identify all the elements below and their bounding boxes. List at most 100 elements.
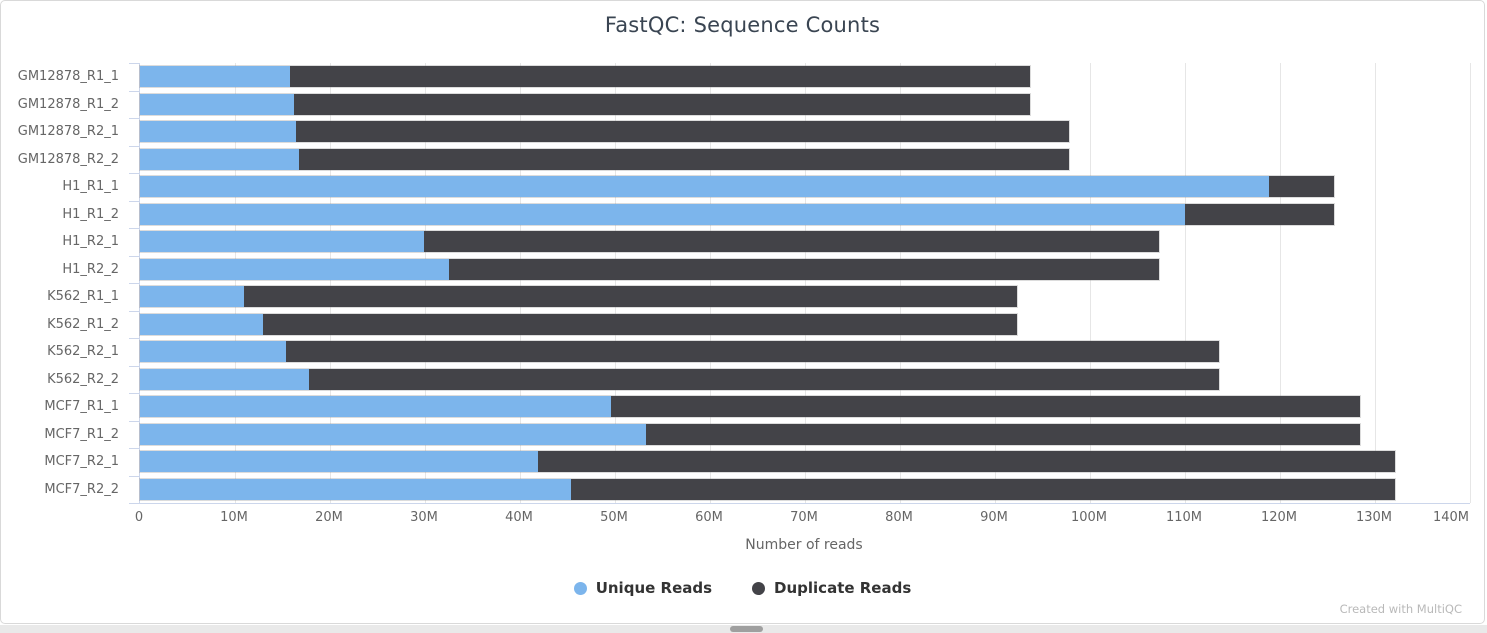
horizontal-scrollbar-track[interactable] — [0, 625, 1487, 633]
legend-item-unique-reads[interactable]: Unique Reads — [573, 579, 713, 597]
y-tick-mark — [129, 421, 139, 422]
bar-row[interactable] — [140, 231, 1160, 252]
x-axis: 0 10M 20M 30M 40M 50M 60M 70M 80M 90M 100M 110M 120M… — [135, 510, 1469, 530]
bar-segment-unique-reads[interactable] — [140, 286, 244, 307]
bar-segment-duplicate-reads[interactable] — [1268, 176, 1335, 197]
category-label: MCF7_R2_2 — [44, 481, 119, 497]
bar-row[interactable] — [140, 396, 1360, 417]
x-tick-label: 40M — [505, 510, 533, 525]
gridline — [900, 63, 901, 503]
bar-segment-unique-reads[interactable] — [140, 424, 647, 445]
category-label: H1_R1_1 — [62, 179, 119, 194]
bar-segment-unique-reads[interactable] — [140, 149, 299, 170]
gridline — [520, 63, 521, 503]
gridline — [1280, 63, 1281, 503]
bar-segment-duplicate-reads[interactable] — [290, 66, 1031, 87]
gridline — [710, 63, 711, 503]
y-tick-mark — [129, 476, 139, 477]
x-tick-label: 80M — [885, 510, 913, 525]
category-label: K562_R1_2 — [47, 316, 119, 332]
y-tick-mark — [129, 393, 139, 394]
gridline — [1470, 63, 1471, 503]
bar-segment-duplicate-reads[interactable] — [538, 451, 1395, 472]
category-label: GM12878_R2_1 — [17, 124, 119, 139]
bar-segment-unique-reads[interactable] — [140, 66, 291, 87]
gridline — [330, 63, 331, 503]
bar-row[interactable] — [140, 176, 1335, 197]
bar-row[interactable] — [140, 121, 1070, 142]
bar-segment-duplicate-reads[interactable] — [424, 231, 1160, 252]
bar-segment-unique-reads[interactable] — [140, 314, 263, 335]
bar-segment-duplicate-reads[interactable] — [298, 149, 1070, 170]
bar-segment-unique-reads[interactable] — [140, 259, 449, 280]
x-tick-label: 0 — [134, 510, 144, 525]
bar-segment-duplicate-reads[interactable] — [295, 121, 1070, 142]
bar-segment-unique-reads[interactable] — [140, 396, 612, 417]
bar-segment-duplicate-reads[interactable] — [571, 479, 1395, 500]
bar-row[interactable] — [140, 259, 1160, 280]
chart-title: FastQC: Sequence Counts — [604, 13, 881, 37]
bar-segment-duplicate-reads[interactable] — [309, 369, 1220, 390]
bar-row[interactable] — [140, 479, 1395, 500]
y-tick-mark — [129, 256, 139, 257]
y-tick-mark — [129, 173, 139, 174]
gridline — [425, 63, 426, 503]
x-tick-label: 130M — [1355, 510, 1393, 525]
bar-segment-unique-reads[interactable] — [140, 176, 1269, 197]
x-tick-label: 70M — [790, 510, 818, 525]
bar-segment-unique-reads[interactable] — [140, 231, 425, 252]
bar-segment-duplicate-reads[interactable] — [646, 424, 1360, 445]
x-tick-label: 90M — [980, 510, 1008, 525]
bar-row[interactable] — [140, 341, 1220, 362]
legend-label: Unique Reads — [595, 579, 713, 597]
category-label: K562_R2_2 — [47, 371, 119, 387]
bar-row[interactable] — [140, 314, 1017, 335]
bar-row[interactable] — [140, 424, 1360, 445]
bar-segment-duplicate-reads[interactable] — [293, 94, 1031, 115]
x-tick-label: 60M — [695, 510, 723, 525]
x-tick-label: 20M — [315, 510, 343, 525]
gridline — [1090, 63, 1091, 503]
bar-row[interactable] — [140, 369, 1220, 390]
y-tick-mark — [129, 146, 139, 147]
y-tick-mark — [129, 118, 139, 119]
y-tick-mark — [129, 228, 139, 229]
bar-segment-unique-reads[interactable] — [140, 451, 539, 472]
x-tick-label: 50M — [600, 510, 628, 525]
y-tick-mark — [129, 503, 139, 504]
legend-item-duplicate-reads[interactable]: Duplicate Reads — [752, 579, 911, 597]
bar-segment-duplicate-reads[interactable] — [262, 314, 1017, 335]
bar-segment-unique-reads[interactable] — [140, 369, 310, 390]
duplicate-reads-marker-icon — [752, 581, 766, 595]
gridline — [235, 63, 236, 503]
x-tick-label: 10M — [220, 510, 248, 525]
multiqc-credit: Created with MultiQC — [1339, 602, 1462, 616]
bar-segment-duplicate-reads[interactable] — [243, 286, 1017, 307]
horizontal-scrollbar-thumb[interactable] — [730, 626, 763, 632]
y-tick-mark — [129, 366, 139, 367]
y-tick-mark — [129, 311, 139, 312]
gridline — [805, 63, 806, 503]
bar-row[interactable] — [140, 286, 1017, 307]
bar-row[interactable] — [140, 94, 1031, 115]
gridline — [615, 63, 616, 503]
bar-row[interactable] — [140, 66, 1031, 87]
bar-segment-duplicate-reads[interactable] — [448, 259, 1160, 280]
plot-area — [129, 63, 1471, 504]
bar-segment-duplicate-reads[interactable] — [286, 341, 1220, 362]
y-tick-mark — [129, 448, 139, 449]
bar-segment-unique-reads[interactable] — [140, 94, 294, 115]
category-label: K562_R2_1 — [47, 344, 119, 359]
bar-segment-unique-reads[interactable] — [140, 121, 296, 142]
unique-reads-marker-icon — [573, 581, 587, 595]
bar-segment-unique-reads[interactable] — [140, 204, 1185, 225]
bar-row[interactable] — [140, 149, 1070, 170]
bar-segment-unique-reads[interactable] — [140, 341, 287, 362]
category-label: H1_R2_1 — [62, 234, 119, 249]
bar-row[interactable] — [140, 451, 1395, 472]
bar-segment-unique-reads[interactable] — [140, 479, 572, 500]
bar-row[interactable] — [140, 204, 1335, 225]
bar-segment-duplicate-reads[interactable] — [611, 396, 1360, 417]
legend: Unique Reads Duplicate Reads — [1, 579, 1484, 597]
bar-segment-duplicate-reads[interactable] — [1185, 204, 1335, 225]
